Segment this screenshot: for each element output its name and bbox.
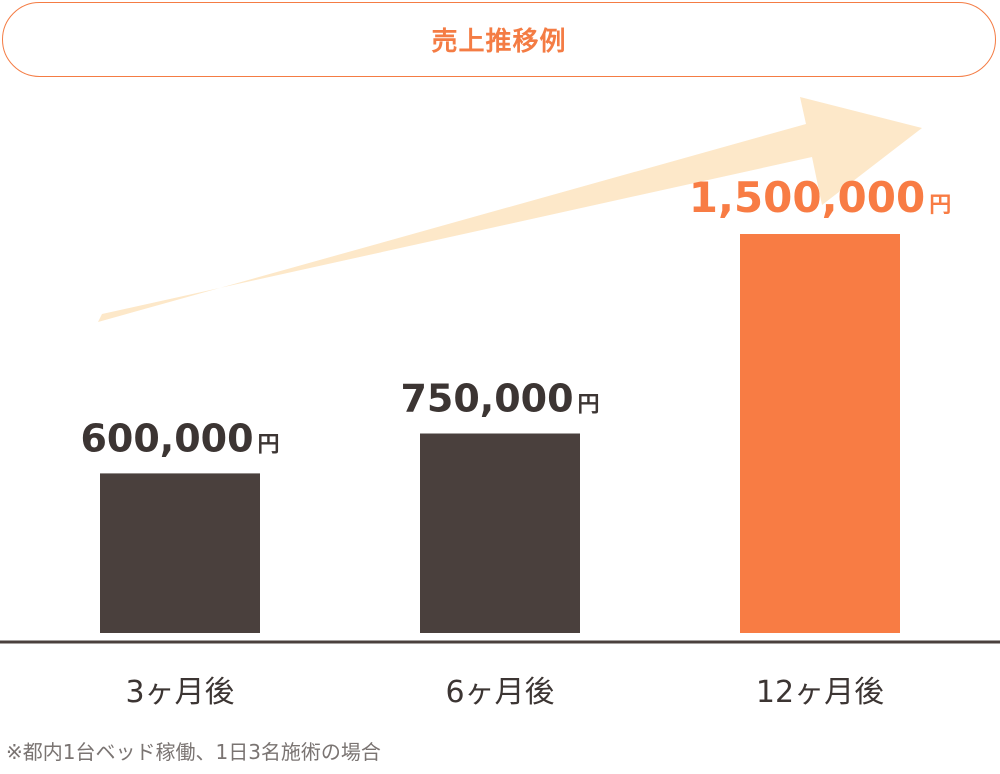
value-label-number: 600,000 [80,416,253,460]
category-label-2: 6ヶ月後 [445,675,554,710]
trend-arrow [98,97,922,322]
value-label-unit: 円 [258,432,280,457]
value-label-3: 1,500,000 円 [689,173,952,222]
value-label-1: 600,000 円 [80,416,279,460]
bar-3 [740,234,900,633]
footnote: ※都内1台ベッド稼働、1日3名施術の場合 [6,740,381,764]
value-label-unit: 円 [929,193,951,218]
bar-2 [420,433,580,633]
bar-1 [100,473,260,633]
chart-title-pill: 売上推移例 [2,2,996,77]
category-label-1: 3ヶ月後 [125,675,234,710]
category-label-3: 12ヶ月後 [756,675,884,710]
chart-title: 売上推移例 [431,27,567,57]
value-label-number: 1,500,000 [689,173,925,222]
value-label-2: 750,000 円 [400,377,599,421]
value-label-number: 750,000 [400,377,573,421]
value-label-unit: 円 [578,393,600,418]
